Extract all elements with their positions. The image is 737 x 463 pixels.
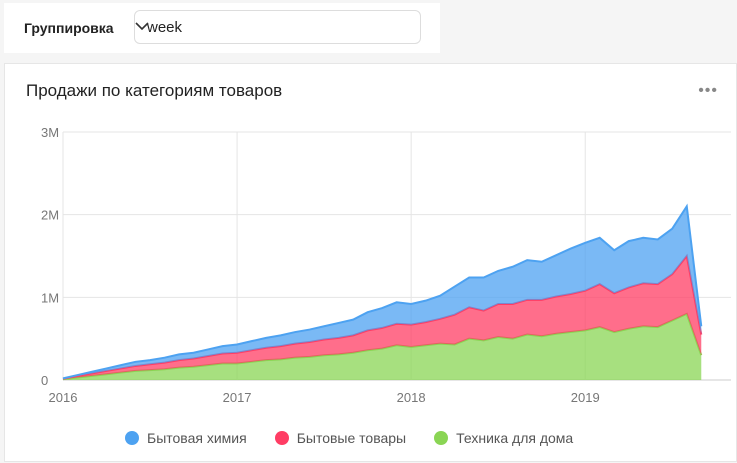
x-tick-label: 2019 [571, 390, 600, 405]
stacked-area-chart: 0 1M 2M 3M 2016 2017 2018 2019 [41, 125, 731, 405]
more-menu-icon[interactable]: ••• [698, 82, 718, 99]
legend-dot [434, 431, 449, 445]
chart-panel: Продажи по категориям товаров ••• 0 1M 2M 3… [4, 63, 737, 462]
y-tick-label: 2M [41, 208, 59, 223]
y-tick-label: 3M [41, 125, 59, 140]
legend-dot [274, 431, 289, 445]
legend-item[interactable]: Техника для дома [434, 430, 573, 446]
chart-title: Продажи по категориям товаров [26, 81, 283, 100]
grouping-select[interactable]: week [134, 10, 421, 44]
x-tick-label: 2017 [223, 390, 252, 405]
legend-item[interactable]: Бытовые товары [274, 430, 406, 446]
legend-item[interactable]: Бытовая химия [125, 430, 247, 446]
area-Бытовая химия [63, 206, 702, 379]
legend: Бытовая химия Бытовые товары Техника для… [125, 430, 573, 446]
y-tick-label: 0 [41, 373, 48, 388]
y-tick-label: 1M [41, 290, 59, 305]
x-tick-label: 2016 [49, 390, 78, 405]
grouping-label: Группировка [24, 20, 114, 36]
x-tick-label: 2018 [397, 390, 426, 405]
line-Бытовая химия [62, 203, 703, 380]
chevron-down-icon [135, 22, 149, 31]
grouping-filter: Группировка week [4, 3, 440, 53]
legend-dot [125, 431, 139, 445]
area-Бытовые товары [63, 256, 702, 380]
grouping-value: week [147, 19, 183, 36]
